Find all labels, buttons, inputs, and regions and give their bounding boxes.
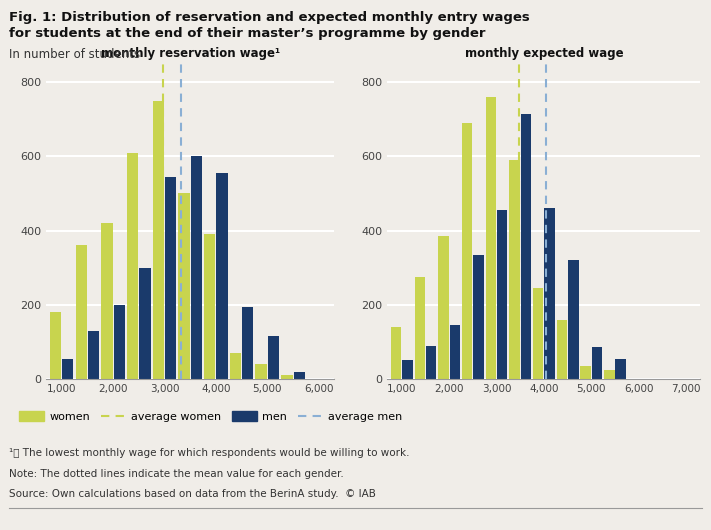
Bar (153, 101, 164, 379)
Text: Note: The dotted lines indicate the mean value for each gender.: Note: The dotted lines indicate the mean… (9, 469, 344, 479)
Bar (402, 360, 412, 379)
Bar (139, 268, 151, 379)
Bar (520, 114, 531, 379)
Title: monthly expected wage: monthly expected wage (464, 47, 624, 60)
Text: In number of students: In number of students (9, 48, 140, 61)
Bar (497, 210, 508, 379)
Bar (474, 255, 483, 379)
Bar (50, 312, 61, 379)
Bar (282, 375, 292, 379)
Bar (509, 160, 520, 379)
Bar (557, 320, 567, 379)
Text: for students at the end of their master’s programme by gender: for students at the end of their master’… (9, 26, 486, 40)
Bar (268, 337, 279, 379)
Bar (592, 348, 602, 379)
Bar (294, 372, 305, 379)
Legend: women, average women, men, average men: women, average women, men, average men (15, 407, 407, 427)
Bar (165, 177, 176, 379)
Bar (191, 156, 202, 379)
Bar (486, 97, 496, 379)
Bar (616, 359, 626, 379)
Bar (580, 366, 591, 379)
Bar (204, 234, 215, 379)
Bar (415, 277, 425, 379)
Bar (75, 245, 87, 379)
Bar (255, 364, 267, 379)
Bar (426, 346, 437, 379)
Bar (462, 123, 472, 379)
Bar (62, 359, 73, 379)
Text: ¹⧸ The lowest monthly wage for which respondents would be willing to work.: ¹⧸ The lowest monthly wage for which res… (9, 448, 410, 458)
Bar (391, 327, 401, 379)
Bar (568, 260, 579, 379)
Text: Source: Own calculations based on data from the BerinA study.  © IAB: Source: Own calculations based on data f… (9, 489, 376, 499)
Bar (178, 193, 190, 379)
Bar (242, 306, 253, 379)
Bar (127, 153, 138, 379)
Text: Fig. 1: Distribution of reservation and expected monthly entry wages: Fig. 1: Distribution of reservation and … (9, 11, 530, 24)
Bar (449, 325, 460, 379)
Bar (604, 370, 614, 379)
Bar (230, 353, 241, 379)
Bar (88, 331, 99, 379)
Bar (533, 288, 543, 379)
Bar (545, 208, 555, 379)
Bar (101, 223, 112, 379)
Bar (114, 305, 125, 379)
Bar (216, 173, 228, 379)
Title: monthly reservation wage¹: monthly reservation wage¹ (101, 47, 279, 60)
Bar (438, 236, 449, 379)
